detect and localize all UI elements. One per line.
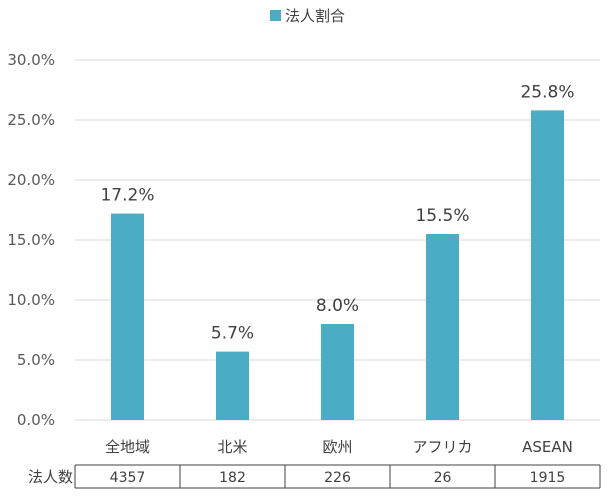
count-table: 法人数 4357 182 226 26 1915 xyxy=(28,464,601,489)
bars xyxy=(111,110,564,421)
table-cell: 26 xyxy=(434,470,452,486)
y-tick-label: 20.0% xyxy=(7,171,55,189)
legend-label: 法人割合 xyxy=(285,7,345,25)
y-tick-label: 30.0% xyxy=(7,51,55,69)
y-tick-label: 25.0% xyxy=(7,111,55,129)
bar xyxy=(426,234,459,420)
table-cell: 4357 xyxy=(110,470,146,486)
y-tick-label: 0.0% xyxy=(17,411,55,429)
y-tick-label: 10.0% xyxy=(7,291,55,309)
gridlines xyxy=(75,59,600,421)
bar xyxy=(216,351,249,420)
category-label: 欧州 xyxy=(322,438,352,456)
category-label: アフリカ xyxy=(412,438,472,456)
bar xyxy=(531,110,564,421)
bar xyxy=(321,324,354,420)
data-labels: 17.2% 5.7% 8.0% 15.5% 25.8% xyxy=(100,82,574,343)
data-label: 8.0% xyxy=(316,296,359,316)
data-label: 25.8% xyxy=(520,82,574,102)
category-label: ASEAN xyxy=(522,438,573,456)
category-label: 全地域 xyxy=(105,438,150,456)
table-cell: 226 xyxy=(324,470,351,486)
y-tick-label: 15.0% xyxy=(7,231,55,249)
table-cell: 182 xyxy=(219,470,246,486)
y-axis-ticks: 0.0% 5.0% 10.0% 15.0% 20.0% 25.0% 30.0% xyxy=(7,51,55,429)
legend-swatch xyxy=(270,10,281,21)
legend: 法人割合 xyxy=(270,7,345,25)
category-label: 北米 xyxy=(217,438,247,456)
data-label: 17.2% xyxy=(100,186,154,206)
y-tick-label: 5.0% xyxy=(17,351,55,369)
bar xyxy=(111,213,144,420)
table-header-label: 法人数 xyxy=(28,468,73,486)
table-cell: 1915 xyxy=(530,470,566,486)
data-label: 5.7% xyxy=(211,324,254,344)
category-labels: 全地域 北米 欧州 アフリカ ASEAN xyxy=(105,438,573,456)
data-label: 15.5% xyxy=(415,206,469,226)
